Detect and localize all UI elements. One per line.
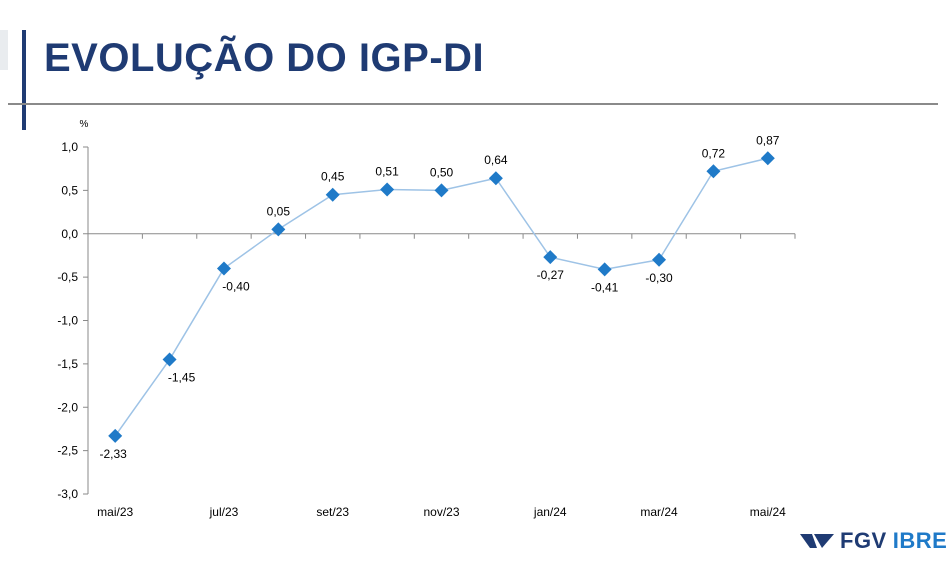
data-label: 0,05 [267, 204, 291, 218]
brand-fgv: FGV [840, 528, 887, 553]
side-tab [0, 30, 8, 70]
title-accent-bar [22, 30, 26, 130]
y-tick-label: -1,0 [57, 314, 78, 328]
brand-ibre: IBRE [892, 528, 947, 553]
data-label: -0,41 [591, 280, 619, 294]
page-title: EVOLUÇÃO DO IGP-DI [44, 36, 485, 80]
data-point [543, 250, 558, 265]
data-label: 0,64 [484, 153, 508, 167]
data-point [325, 187, 340, 202]
data-point [597, 262, 612, 277]
y-tick-label: -3,0 [57, 487, 78, 501]
data-point [706, 164, 721, 179]
y-tick-label: -2,5 [57, 444, 78, 458]
title-divider [8, 103, 938, 105]
x-tick-label: nov/23 [423, 505, 459, 519]
data-label: -2,33 [100, 447, 128, 461]
data-label: -0,40 [222, 279, 250, 293]
x-tick-label: set/23 [316, 505, 349, 519]
data-point [488, 171, 503, 186]
fgv-ibre-logo: FGV IBRE [800, 528, 947, 554]
fgv-logo-mark-icon [800, 534, 834, 548]
data-label: -0,30 [645, 271, 673, 285]
series-line [114, 157, 768, 437]
data-point [216, 261, 231, 276]
x-tick-label: mai/24 [750, 505, 786, 519]
y-tick-label: 0,0 [61, 227, 78, 241]
data-point [108, 428, 123, 443]
y-tick-label: -0,5 [57, 270, 78, 284]
x-tick-label: mai/23 [97, 505, 133, 519]
data-label: 0,87 [756, 133, 780, 147]
data-point [380, 182, 395, 197]
data-point [271, 222, 286, 237]
data-label: 0,72 [702, 146, 726, 160]
y-tick-label: 0,5 [61, 183, 78, 197]
data-point [652, 252, 667, 267]
data-label: 0,50 [430, 165, 454, 179]
data-point [162, 352, 177, 367]
data-label: -0,27 [537, 268, 565, 282]
x-tick-label: mar/24 [640, 505, 678, 519]
y-tick-label: -2,0 [57, 400, 78, 414]
data-point [434, 183, 449, 198]
data-label: -1,45 [168, 371, 196, 385]
x-tick-label: jan/24 [533, 505, 567, 519]
y-tick-label: 1,0 [61, 140, 78, 154]
data-point [760, 151, 775, 166]
x-tick-label: jul/23 [209, 505, 239, 519]
y-unit-label: % [80, 119, 89, 130]
y-tick-label: -1,5 [57, 357, 78, 371]
data-label: 0,45 [321, 170, 345, 184]
data-label: 0,51 [375, 165, 399, 179]
